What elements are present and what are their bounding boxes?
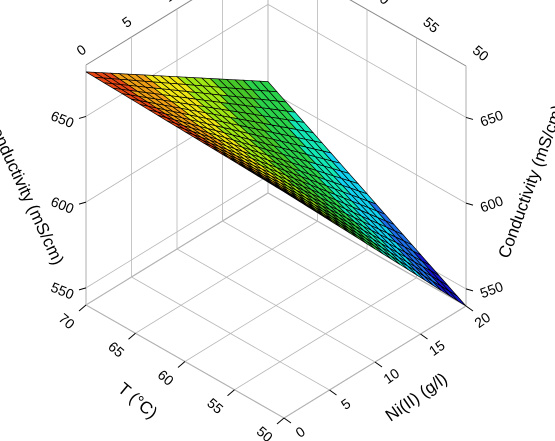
chart-frame <box>85 0 467 419</box>
surface-cell <box>448 290 467 307</box>
z-tick-mark-right <box>465 288 474 292</box>
y-tick-label: 20 <box>471 309 493 331</box>
y-tick-mark <box>283 417 292 424</box>
y-tick-label-top: 5 <box>119 13 135 31</box>
y-tick-label-top: 0 <box>73 41 89 59</box>
x-tick-label-top: 55 <box>420 14 442 36</box>
x-tick-mark <box>276 417 285 425</box>
z-tick-label-right: 550 <box>478 278 506 301</box>
y-tick-label: 0 <box>292 423 308 441</box>
y-tick-mark <box>465 305 474 312</box>
y-tick-label: 15 <box>426 337 448 359</box>
x-tick-label-top: 50 <box>470 42 492 64</box>
z-axis-title-right: Conductivity (mS/cm) <box>494 103 555 261</box>
x-tick-mark <box>177 361 186 368</box>
z-tick-mark-right <box>465 116 474 120</box>
z-tick-label-right: 600 <box>478 192 506 215</box>
z-tick-label: 600 <box>49 193 77 217</box>
z-tick-mark-right <box>465 202 474 206</box>
z-axis-title: Conductivity (mS/cm) <box>0 113 68 267</box>
x-tick-label: 60 <box>155 366 177 388</box>
x-tick-label: 65 <box>105 338 127 360</box>
x-tick-label-top: 60 <box>371 0 393 8</box>
y-tick-label: 5 <box>338 395 354 413</box>
x-tick-label: 50 <box>254 423 276 441</box>
z-tick-label: 550 <box>49 279 77 303</box>
y-tick-mark <box>420 333 428 340</box>
x-tick-mark <box>78 304 87 312</box>
z-tick-mark <box>78 201 87 205</box>
x-tick-label: 70 <box>56 310 78 332</box>
x-tick-mark <box>227 389 235 397</box>
x-tick-mark <box>128 332 136 340</box>
z-tick-label-right: 650 <box>478 107 506 130</box>
grid-line <box>131 276 330 391</box>
z-tick-mark <box>78 115 87 119</box>
z-tick-mark <box>78 287 87 291</box>
z-tick-label: 650 <box>49 107 77 131</box>
y-tick-mark <box>329 389 337 396</box>
grid-line <box>176 248 376 363</box>
x-tick-label: 55 <box>204 395 226 417</box>
grid-line <box>222 220 421 335</box>
grid-line <box>85 175 467 290</box>
y-tick-label-top: 10 <box>161 0 183 5</box>
surface-cell <box>274 185 293 198</box>
x-axis-title: T (°C) <box>114 379 161 423</box>
grid-line <box>267 192 467 307</box>
surface-plot <box>85 71 467 307</box>
y-tick-mark <box>374 361 383 368</box>
y-tick-label: 10 <box>380 365 402 387</box>
